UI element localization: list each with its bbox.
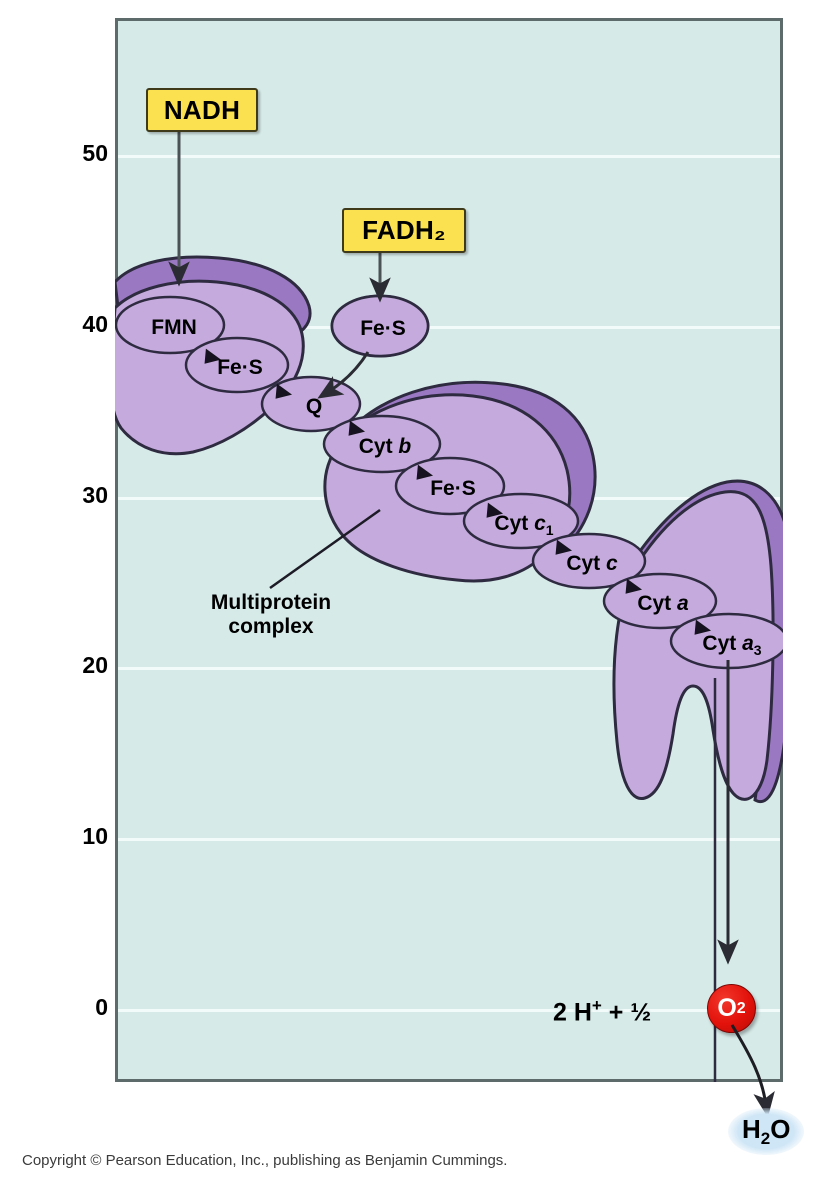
carrier-label-cyt-b: Cyt b	[358, 435, 412, 458]
carrier-label-cyt-c1: Cyt c1	[494, 512, 554, 539]
callout-line-2: complex	[228, 614, 314, 638]
carrier-label-cyt-c: Cyt c	[566, 552, 618, 575]
fadh2-label: FADH₂	[362, 215, 446, 245]
carrier-label-fmn: FMN	[151, 316, 197, 339]
carrier-label-q: Q	[305, 395, 323, 418]
y-tick-50: 50	[82, 140, 108, 166]
y-tick-20: 20	[82, 652, 108, 678]
y-tick-30: 30	[82, 482, 108, 508]
y-tick-40: 40	[82, 311, 108, 337]
gridline-10	[118, 838, 780, 841]
electron-transfer-markers	[204, 348, 712, 635]
fadh2-box[interactable]: FADH₂	[342, 208, 466, 253]
callout-leader-line	[269, 508, 381, 590]
gridline-20	[118, 667, 780, 670]
copyright-text: Copyright © Pearson Education, Inc., pub…	[22, 1152, 508, 1169]
nadh-label: NADH	[163, 94, 241, 125]
gridline-50	[118, 155, 780, 158]
y-tick-0: 0	[95, 994, 108, 1020]
gridline-0	[118, 1009, 780, 1012]
gridline-40	[118, 326, 780, 329]
callout-line-1: Multiprotein	[210, 591, 332, 614]
carrier-label-fes-3: Fe·S	[430, 477, 476, 500]
y-tick-10: 10	[82, 823, 108, 849]
multiprotein-complex-callout: Multiprotein complex	[156, 591, 386, 638]
water-label: H2O	[728, 1108, 805, 1156]
carrier-label-fes-1: Fe·S	[217, 356, 263, 379]
carrier-ellipse-fes-1[interactable]	[184, 336, 290, 394]
plot-area: FMN Fe·S Fe·S Q Cyt b Fe·S Cyt c1 Cyt c …	[115, 18, 783, 1082]
nadh-box[interactable]: NADH	[146, 88, 258, 132]
carrier-ellipse-fmn[interactable]	[115, 295, 226, 355]
carrier-label-cyt-a: Cyt a	[637, 592, 689, 615]
reaction-label: 2 H+ + ½	[553, 996, 652, 1027]
carrier-label-fes-2: Fe·S	[360, 317, 406, 340]
complex-shapes	[115, 255, 783, 1082]
carrier-label-cyt-a3: Cyt a3	[702, 632, 762, 659]
